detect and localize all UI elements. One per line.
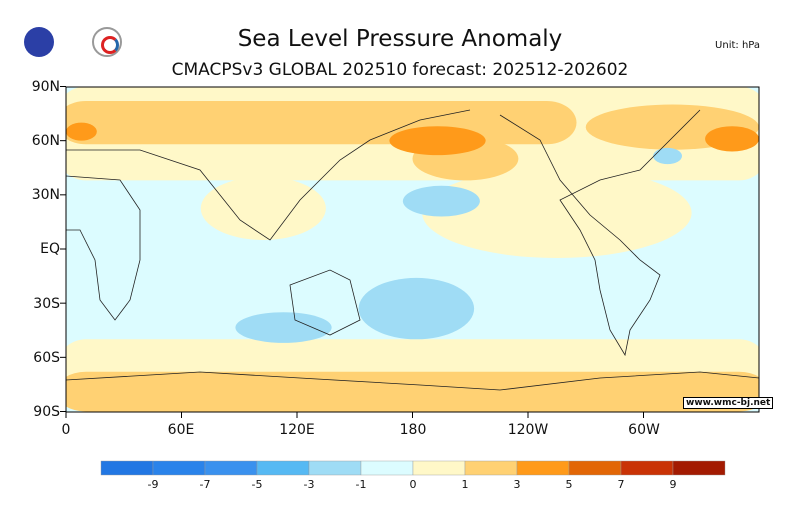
ncc-logo: [24, 27, 54, 57]
bcc-logo-mark: [101, 36, 119, 54]
anomaly-region: [653, 147, 682, 165]
colorbar-swatch: [412, 460, 466, 476]
lat-tick-label: 90N: [31, 79, 60, 95]
lon-tick-label: 180: [399, 422, 427, 438]
colorbar-swatch: [152, 460, 206, 476]
bcc-logo: [92, 27, 122, 57]
colorbar: [100, 460, 726, 476]
colorbar-label: -5: [251, 478, 263, 491]
unit-label: Unit: hPa: [715, 40, 760, 51]
colorbar-label: -7: [199, 478, 211, 491]
lat-tick-label: 30N: [31, 187, 60, 203]
colorbar-label: -3: [303, 478, 315, 491]
colorbar-label: 0: [409, 478, 417, 491]
anomaly-regions: [66, 87, 759, 412]
colorbar-swatch: [464, 460, 518, 476]
anomaly-region: [235, 312, 332, 343]
colorbar-swatch: [100, 460, 154, 476]
colorbar-label: 3: [513, 478, 521, 491]
lat-tick-label: 90S: [33, 404, 60, 420]
colorbar-label: 9: [669, 478, 677, 491]
anomaly-region: [200, 176, 326, 240]
colorbar-label: 5: [565, 478, 573, 491]
coast-americas: [499, 109, 701, 357]
lat-tick-label: 30S: [33, 296, 60, 312]
colorbar-swatch: [360, 460, 414, 476]
lon-tick-label: 120W: [507, 422, 549, 438]
colorbar-swatch: [516, 460, 570, 476]
anomaly-region: [66, 100, 577, 145]
lat-tick-label: 60S: [33, 350, 60, 366]
coast-africa: [66, 175, 141, 321]
anomaly-region: [705, 126, 759, 152]
anomaly-region: [402, 185, 480, 217]
colorbar-label: 1: [461, 478, 469, 491]
anomaly-region: [66, 371, 759, 412]
anomaly-region: [358, 277, 475, 340]
lon-tick-label: 60W: [628, 422, 660, 438]
colorbar-swatch: [672, 460, 726, 476]
colorbar-swatch: [308, 460, 362, 476]
anomaly-region: [66, 122, 97, 141]
anomaly-region: [422, 167, 692, 259]
chart-title: Sea Level Pressure Anomaly: [237, 26, 563, 52]
lon-tick-label: 0: [61, 422, 71, 438]
chart-subtitle: CMACPSv3 GLOBAL 202510 forecast: 202512-…: [171, 60, 629, 80]
colorbar-label: -9: [147, 478, 159, 491]
coast-asia: [66, 109, 471, 241]
coast-australia: [289, 269, 361, 336]
colorbar-swatch: [256, 460, 310, 476]
anomaly-region: [389, 126, 486, 156]
coastlines: [66, 109, 759, 391]
lat-tick-label: 60N: [31, 133, 60, 149]
axis-ticks: [60, 86, 644, 418]
colorbar-swatch: [620, 460, 674, 476]
colorbar-swatch: [568, 460, 622, 476]
coast-antarctica: [66, 371, 759, 391]
colorbar-label: -1: [355, 478, 367, 491]
colorbar-swatch: [204, 460, 258, 476]
lon-tick-label: 60E: [167, 422, 195, 438]
lat-tick-label: EQ: [40, 241, 60, 257]
lon-tick-label: 120E: [279, 422, 315, 438]
colorbar-label: 7: [617, 478, 625, 491]
credit-label: www.wmc-bj.net: [683, 397, 774, 409]
